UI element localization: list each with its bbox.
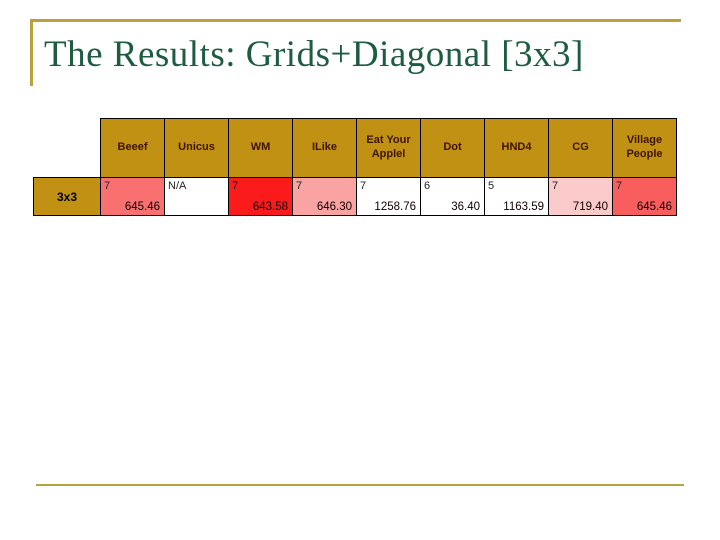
bottom-accent-line: [36, 484, 684, 486]
cell-village-people: 7 645.46: [612, 177, 677, 216]
column-header-eat-your-applel: Eat Your Applel: [356, 118, 421, 178]
left-accent-bar: [30, 19, 33, 86]
column-header-village-people: Village People: [612, 118, 677, 178]
table-data-row: 3x3 7 645.46 N/A 7 643.58 7 646.30 7 125…: [33, 177, 677, 216]
cell-hnd4-rank: 5: [488, 180, 495, 192]
table-header-row: Beeef Unicus WM ILike Eat Your Applel Do…: [33, 118, 677, 178]
cell-ilike: 7 646.30: [292, 177, 357, 216]
cell-eat-your-applel: 7 1258.76: [356, 177, 421, 216]
cell-beeef-score: 645.46: [124, 201, 160, 213]
cell-cg-rank: 7: [552, 180, 559, 192]
cell-beeef-rank: 7: [104, 180, 111, 192]
cell-wm-score: 643.58: [252, 201, 288, 213]
column-header-ilike: ILike: [292, 118, 357, 178]
top-accent-line: [30, 19, 681, 22]
column-header-unicus: Unicus: [164, 118, 229, 178]
cell-cg: 7 719.40: [548, 177, 613, 216]
cell-eat-your-applel-score: 1258.76: [374, 201, 416, 213]
cell-ilike-rank: 7: [296, 180, 303, 192]
cell-wm-rank: 7: [232, 180, 239, 192]
column-header-cg: CG: [548, 118, 613, 178]
cell-unicus: N/A: [164, 177, 229, 216]
column-header-hnd4: HND4: [484, 118, 549, 178]
cell-eat-your-applel-rank: 7: [360, 180, 367, 192]
slide-title: The Results: Grids+Diagonal [3x3]: [44, 34, 584, 75]
column-header-dot: Dot: [420, 118, 485, 178]
cell-unicus-rank: N/A: [168, 180, 187, 192]
cell-hnd4-score: 1163.59: [503, 201, 544, 213]
row-label-3x3: 3x3: [33, 177, 101, 216]
cell-village-people-score: 645.46: [636, 201, 672, 213]
cell-beeef: 7 645.46: [100, 177, 165, 216]
cell-dot-score: 36.40: [451, 201, 480, 213]
cell-village-people-rank: 7: [616, 180, 623, 192]
cell-cg-score: 719.40: [572, 201, 608, 213]
cell-hnd4: 5 1163.59: [484, 177, 549, 216]
cell-dot: 6 36.40: [420, 177, 485, 216]
cell-wm: 7 643.58: [228, 177, 293, 216]
corner-empty-cell: [33, 118, 101, 178]
column-header-wm: WM: [228, 118, 293, 178]
cell-ilike-score: 646.30: [316, 201, 352, 213]
column-header-beeef: Beeef: [100, 118, 165, 178]
cell-dot-rank: 6: [424, 180, 431, 192]
results-table: Beeef Unicus WM ILike Eat Your Applel Do…: [33, 118, 677, 216]
